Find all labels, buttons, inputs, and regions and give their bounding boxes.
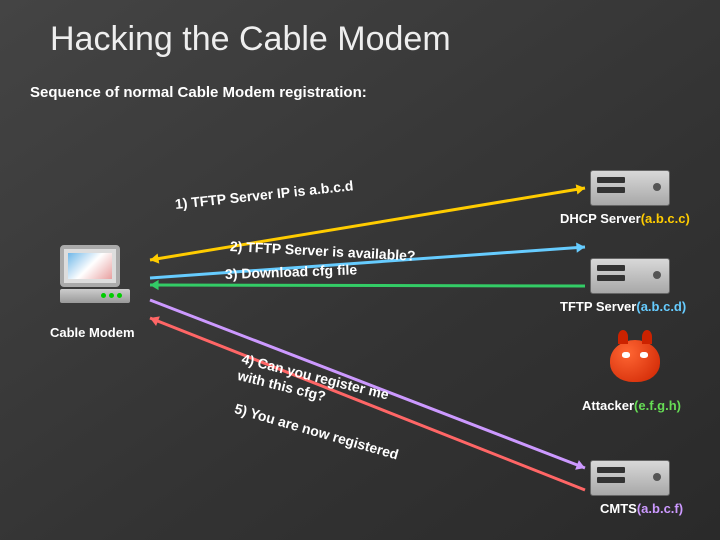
subtitle: Sequence of normal Cable Modem registrat… [0,59,720,101]
arrow-label-2: 2) TFTP Server is available? [230,238,416,264]
attacker-label: Attacker(e.f.g.h) [582,398,681,413]
attacker-icon [610,340,670,395]
cmts-label: CMTS(a.b.c.f) [600,501,683,516]
dhcp-server-icon [590,170,670,206]
cable-modem-icon [60,245,140,305]
page-title: Hacking the Cable Modem [0,0,720,59]
arrow-label-1: 1) TFTP Server IP is a.b.c.d [174,177,354,212]
tftp-server-icon [590,258,670,294]
tftp-server-label: TFTP Server(a.b.c.d) [560,299,686,314]
dhcp-server-label: DHCP Server(a.b.c.c) [560,211,690,226]
cable-modem-label: Cable Modem [50,325,135,340]
arrow-label-3: 3) Download cfg file [225,261,358,282]
cmts-server-icon [590,460,670,496]
